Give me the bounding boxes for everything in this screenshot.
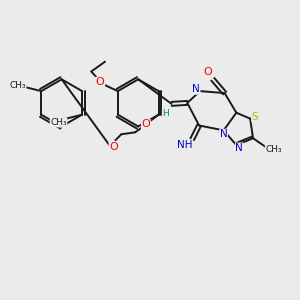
Text: O: O	[203, 68, 212, 77]
Text: CH₃: CH₃	[9, 81, 26, 90]
Text: CH₃: CH₃	[266, 145, 282, 154]
Text: N: N	[236, 143, 243, 153]
Text: O: O	[109, 142, 118, 152]
Text: O: O	[142, 119, 150, 130]
Text: N: N	[220, 129, 227, 139]
Text: CH₃: CH₃	[50, 118, 67, 127]
Text: S: S	[252, 112, 258, 122]
Text: H: H	[162, 109, 169, 118]
Text: O: O	[96, 77, 104, 87]
Text: NH: NH	[177, 140, 192, 150]
Text: N: N	[192, 84, 200, 94]
